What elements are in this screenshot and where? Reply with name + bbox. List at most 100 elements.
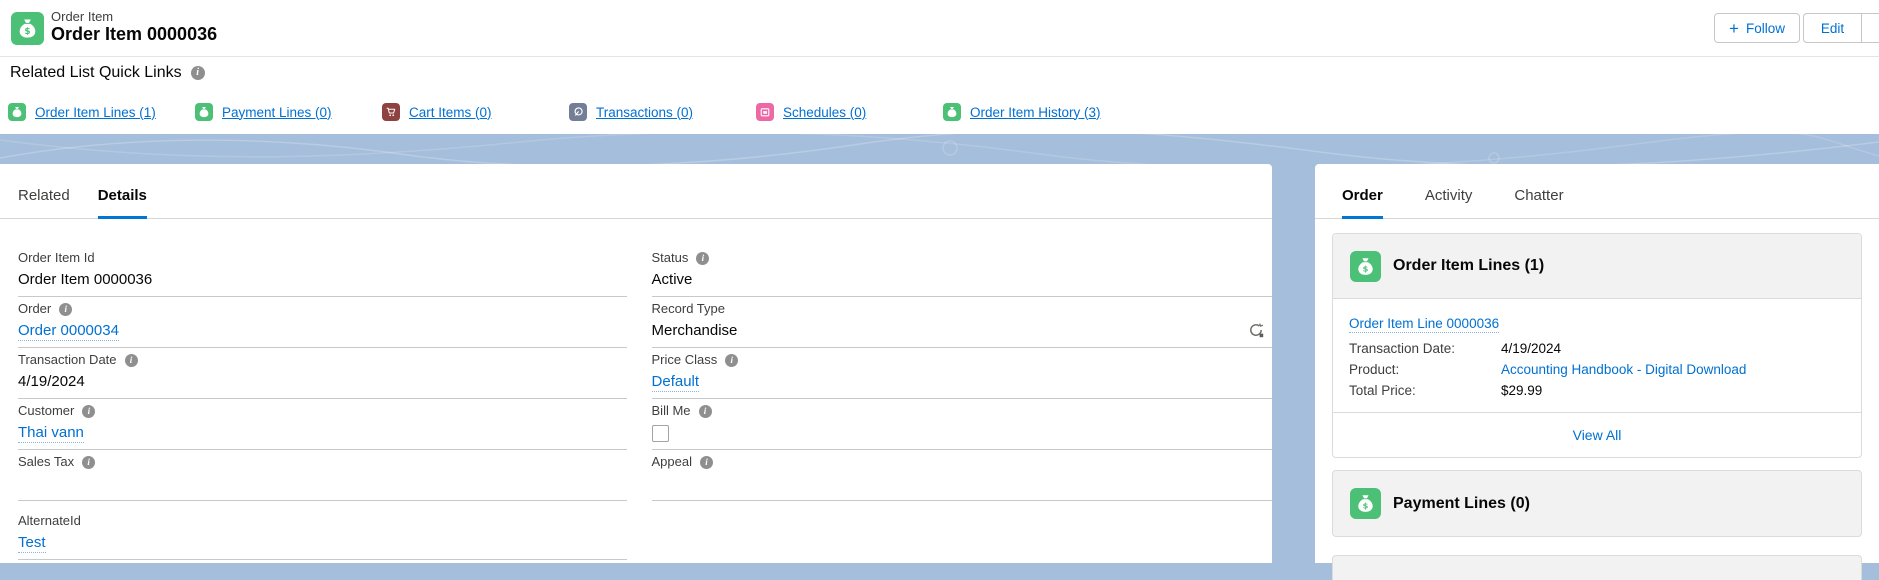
info-icon[interactable] — [82, 404, 96, 418]
field-record-type: Record Type Merchandise — [651, 297, 1272, 348]
row-value: 4/19/2024 — [1501, 341, 1562, 356]
related-list-cards: $ Order Item Lines (1) Order Item Line 0… — [1315, 219, 1879, 580]
field-label: Record Type — [651, 301, 725, 316]
order-item-record-page: { "colors": { "link_blue": "#0070d2", "t… — [0, 0, 1879, 563]
field-label: Sales Tax — [18, 454, 75, 469]
quick-link-label: Payment Lines (0) — [222, 104, 332, 120]
field-value: Merchandise — [651, 322, 738, 339]
detail-tabs: Related Details — [0, 164, 1272, 219]
field-customer: Customer Thai vann — [18, 399, 627, 450]
field-label: Bill Me — [651, 403, 691, 418]
field-value: Order Item 0000036 — [18, 271, 153, 288]
field-appeal: Appeal — [651, 450, 1272, 501]
related-sidebar-panel: Order Activity Chatter $ Order Item Line… — [1315, 164, 1879, 580]
record-detail-panel: Related Details Order Item Id Order Item… — [0, 164, 1272, 563]
next-card-clipped — [1332, 555, 1862, 580]
info-icon[interactable] — [700, 455, 713, 469]
money-bag-icon: $ — [1350, 250, 1381, 282]
field-value-empty — [652, 474, 1272, 494]
money-bag-icon — [8, 103, 26, 121]
refresh-icon[interactable] — [1248, 322, 1264, 338]
product-link[interactable]: Accounting Handbook - Digital Download — [1501, 362, 1747, 377]
money-bag-icon: $ — [1350, 488, 1381, 519]
quick-links-row: Order Item Lines (1) Payment Lines (0) C… — [8, 103, 1130, 121]
record-header: $ Order Item Order Item 0000036 + Follow… — [0, 0, 1879, 57]
field-label: Transaction Date — [18, 352, 117, 367]
alternateid-link[interactable]: Test — [18, 534, 46, 553]
quick-link-order-item-history[interactable]: Order Item History (3) — [943, 103, 1130, 121]
tab-activity[interactable]: Activity — [1424, 187, 1473, 204]
summary-row-total-price: Total Price: $29.99 — [1349, 382, 1845, 400]
quick-links-title-row: Related List Quick Links — [10, 64, 205, 82]
order-lookup-link[interactable]: Order 0000034 — [18, 322, 119, 341]
quick-link-payment-lines[interactable]: Payment Lines (0) — [195, 103, 382, 121]
price-class-lookup-link[interactable]: Default — [651, 373, 700, 392]
page-title: Order Item 0000036 — [51, 24, 218, 44]
follow-button-label: Follow — [1745, 20, 1785, 36]
order-item-lines-card: $ Order Item Lines (1) Order Item Line 0… — [1332, 233, 1862, 458]
row-label: Transaction Date: — [1349, 341, 1456, 356]
gauge-icon — [569, 103, 587, 121]
order-item-money-bag-icon: $ — [11, 12, 44, 45]
edit-button[interactable]: Edit — [1803, 13, 1861, 43]
field-label: AlternateId — [18, 513, 81, 528]
order-item-line-summary: Order Item Line 0000036 Transaction Date… — [1333, 299, 1861, 412]
order-item-lines-card-header[interactable]: $ Order Item Lines (1) — [1333, 234, 1861, 299]
quick-link-label: Cart Items (0) — [409, 104, 492, 120]
cart-icon — [382, 103, 400, 121]
svg-text:$: $ — [1363, 501, 1369, 511]
summary-row-transaction-date: Transaction Date: 4/19/2024 — [1349, 340, 1845, 358]
calendar-icon — [756, 103, 774, 121]
sidebar-tabs: Order Activity Chatter — [1315, 164, 1879, 219]
payment-lines-card[interactable]: $ Payment Lines (0) — [1332, 470, 1862, 537]
quick-link-schedules[interactable]: Schedules (0) — [756, 103, 943, 121]
info-icon[interactable] — [696, 251, 710, 265]
quick-links-title: Related List Quick Links — [10, 64, 182, 81]
quick-link-label: Order Item Lines (1) — [35, 104, 156, 120]
field-alternateid: AlternateId Test — [18, 509, 627, 560]
field-value: 4/19/2024 — [18, 373, 85, 390]
details-form-left-column: Order Item Id Order Item 0000036 Order O… — [18, 246, 627, 560]
quick-link-transactions[interactable]: Transactions (0) — [569, 103, 756, 121]
tab-order[interactable]: Order — [1342, 187, 1383, 219]
row-value: $29.99 — [1501, 383, 1543, 398]
info-icon[interactable] — [698, 404, 712, 418]
field-bill-me: Bill Me — [651, 399, 1272, 450]
money-bag-icon — [943, 103, 961, 121]
svg-text:$: $ — [24, 27, 30, 37]
info-icon[interactable] — [124, 353, 138, 367]
tab-related[interactable]: Related — [18, 187, 70, 204]
delete-button-clipped[interactable]: D — [1861, 13, 1879, 43]
quick-link-cart-items[interactable]: Cart Items (0) — [382, 103, 569, 121]
related-list-quick-links-section: Related List Quick Links Order Item Line… — [0, 57, 1879, 134]
view-all-link[interactable]: View All — [1572, 427, 1622, 443]
tab-chatter[interactable]: Chatter — [1514, 187, 1564, 204]
quick-link-label: Transactions (0) — [596, 104, 694, 120]
field-value: Active — [651, 271, 693, 288]
order-item-line-link[interactable]: Order Item Line 0000036 — [1349, 316, 1500, 333]
field-order: Order Order 0000034 — [18, 297, 627, 348]
plus-icon: + — [1729, 18, 1739, 38]
tab-details[interactable]: Details — [97, 187, 147, 219]
record-action-button-group: Edit D — [1803, 13, 1879, 43]
info-icon[interactable] — [82, 455, 96, 469]
bill-me-checkbox[interactable] — [651, 425, 669, 442]
info-icon[interactable] — [725, 353, 739, 367]
field-value-empty — [18, 474, 627, 494]
field-label: Customer — [18, 403, 75, 418]
summary-row-product: Product: Accounting Handbook - Digital D… — [1349, 361, 1845, 379]
field-sales-tax: Sales Tax — [18, 450, 627, 501]
customer-lookup-link[interactable]: Thai vann — [18, 424, 84, 443]
field-order-item-id: Order Item Id Order Item 0000036 — [18, 246, 627, 297]
info-icon[interactable] — [59, 302, 73, 316]
details-form-right-column: Status Active Record Type Merchandise Pr… — [651, 246, 1272, 560]
info-icon[interactable] — [190, 66, 205, 80]
field-status: Status Active — [651, 246, 1272, 297]
quick-link-order-item-lines[interactable]: Order Item Lines (1) — [8, 103, 195, 121]
row-label: Product: — [1349, 362, 1400, 377]
card-title: Order Item Lines (1) — [1393, 257, 1545, 274]
row-label: Total Price: — [1349, 383, 1416, 398]
svg-text:$: $ — [1363, 263, 1369, 273]
card-title: Payment Lines (0) — [1393, 494, 1530, 512]
follow-button[interactable]: + Follow — [1714, 13, 1800, 43]
